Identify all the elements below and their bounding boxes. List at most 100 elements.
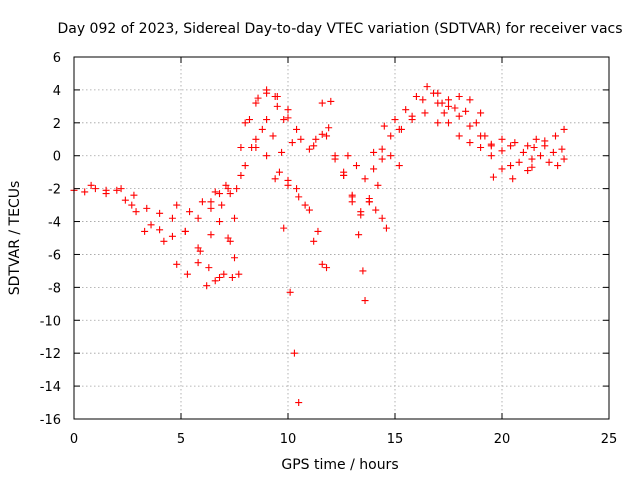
data-point <box>530 144 538 151</box>
series-track-9 <box>228 270 243 281</box>
data-point <box>421 109 429 117</box>
series-track-4 <box>143 181 230 217</box>
data-point <box>305 206 313 214</box>
data-point <box>203 282 211 290</box>
data-point <box>395 125 403 133</box>
series-track-37 <box>519 125 568 156</box>
data-point <box>382 224 390 232</box>
data-point <box>132 208 140 216</box>
data-point <box>128 201 136 209</box>
series-track-33 <box>487 142 515 160</box>
x-tick-label: 20 <box>494 432 511 447</box>
series-track-7 <box>168 214 224 281</box>
data-point <box>434 119 442 127</box>
data-point <box>552 132 559 140</box>
data-point <box>498 165 506 173</box>
data-point <box>231 214 238 222</box>
data-point <box>271 175 279 183</box>
data-point <box>194 244 202 252</box>
data-point <box>207 198 215 206</box>
data-point <box>391 116 399 124</box>
data-point <box>168 214 176 222</box>
data-point <box>218 201 226 209</box>
series-track-39 <box>528 152 568 170</box>
data-point <box>295 399 303 407</box>
data-point <box>263 116 271 124</box>
data-point <box>312 135 320 143</box>
data-point <box>211 188 219 196</box>
data-point <box>541 142 549 150</box>
y-tick-label: -8 <box>48 281 61 296</box>
data-point <box>395 162 403 170</box>
data-point <box>293 125 301 133</box>
series-track-5 <box>141 185 232 240</box>
y-tick-label: 4 <box>53 84 61 99</box>
data-point <box>357 208 365 216</box>
data-point <box>278 148 286 156</box>
y-tick-label: -16 <box>40 413 61 428</box>
data-point <box>323 264 331 272</box>
data-point <box>387 132 395 140</box>
data-point <box>402 106 410 114</box>
data-point <box>273 102 281 110</box>
data-point <box>370 148 378 156</box>
data-point <box>81 188 89 196</box>
data-point <box>186 208 194 216</box>
data-point <box>245 116 253 124</box>
data-point <box>288 139 296 147</box>
x-tick-label: 10 <box>280 432 297 447</box>
data-point <box>344 152 352 160</box>
data-point <box>183 270 191 278</box>
data-point <box>487 140 495 148</box>
data-point <box>387 152 395 160</box>
data-point <box>237 171 245 179</box>
data-point <box>237 144 245 151</box>
data-point <box>507 142 515 150</box>
data-point <box>141 227 149 235</box>
data-point <box>318 99 326 107</box>
data-point <box>254 94 262 102</box>
data-point <box>235 270 243 278</box>
data-point <box>117 185 125 193</box>
data-point <box>216 218 224 226</box>
data-point <box>113 186 121 194</box>
data-point <box>327 97 335 105</box>
data-point <box>310 142 318 150</box>
grid <box>74 57 609 419</box>
data-point <box>451 104 459 112</box>
series-track-36 <box>524 163 536 175</box>
data-point <box>258 125 266 133</box>
data-point <box>102 186 110 194</box>
series-track-12 <box>233 144 303 407</box>
data-point <box>130 191 138 199</box>
data-point <box>361 297 369 305</box>
data-point <box>269 132 277 140</box>
series-track-20 <box>323 132 369 305</box>
data-point <box>305 145 313 153</box>
data-point <box>380 122 388 130</box>
data-point <box>477 109 485 117</box>
x-axis-label: GPS time / hours <box>281 457 398 473</box>
data-point <box>378 214 386 222</box>
chart-title: Day 092 of 2023, Sidereal Day-to-day VTE… <box>57 21 622 37</box>
series-track-29 <box>434 92 485 117</box>
series-track-1 <box>70 185 121 198</box>
data-point <box>284 114 292 122</box>
data-point <box>252 99 260 107</box>
data-point <box>263 89 271 97</box>
data-point <box>365 198 373 206</box>
data-point <box>419 96 427 104</box>
series-track-10 <box>207 204 238 262</box>
data-point <box>537 152 545 160</box>
y-tick-label: -2 <box>48 183 61 198</box>
data-point <box>325 124 333 132</box>
data-point <box>252 144 260 151</box>
data-point <box>147 221 155 229</box>
data-point <box>273 92 281 100</box>
series-track-3 <box>121 196 140 216</box>
data-point <box>87 181 95 189</box>
data-point <box>263 152 271 160</box>
series-track-25 <box>370 145 403 170</box>
data-point <box>173 201 181 209</box>
data-point <box>554 162 562 170</box>
